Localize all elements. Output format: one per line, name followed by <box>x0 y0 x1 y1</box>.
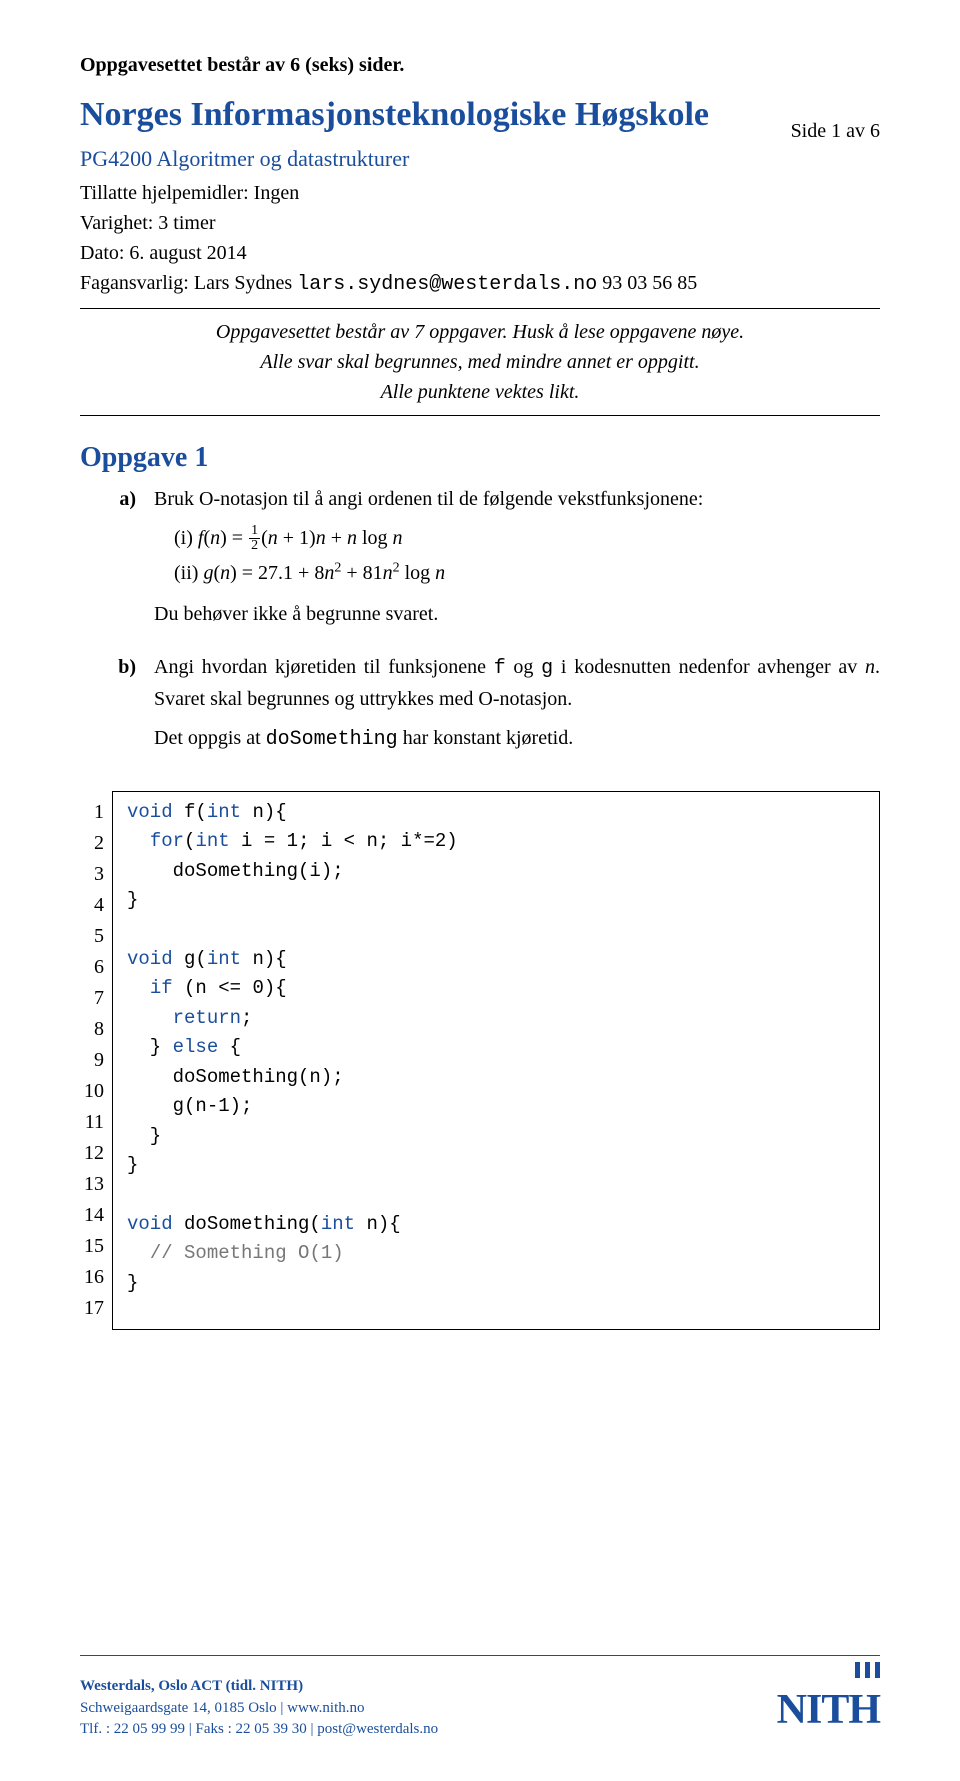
code-line: void f(int n){ <box>127 798 865 827</box>
instruction-line: Alle punktene vektes likt. <box>80 377 880 407</box>
instruction-line: Alle svar skal begrunnes, med mindre ann… <box>80 347 880 377</box>
question-a: a) Bruk O-notasjon til å angi ordenen ti… <box>80 484 880 638</box>
meta-date: Dato: 6. august 2014 <box>80 238 880 268</box>
code-line: void doSomething(int n){ <box>127 1210 865 1239</box>
text: og <box>506 656 541 678</box>
code-line <box>127 916 865 945</box>
line-number: 13 <box>84 1169 104 1200</box>
var-n: n <box>865 656 875 678</box>
footer: Westerdals, Oslo ACT (tidl. NITH) Schwei… <box>80 1655 880 1741</box>
question-body: Angi hvordan kjøretiden til funksjonene … <box>154 652 880 763</box>
meta-email: lars.sydnes@westerdals.no <box>297 273 597 296</box>
footer-text: Westerdals, Oslo ACT (tidl. NITH) Schwei… <box>80 1676 438 1741</box>
code-line: } <box>127 1269 865 1298</box>
instructions: Oppgavesettet består av 7 oppgaver. Husk… <box>80 317 880 407</box>
code-line: for(int i = 1; i < n; i*=2) <box>127 827 865 856</box>
code-line: doSomething(i); <box>127 857 865 886</box>
footer-contact: Tlf. : 22 05 99 99 | Faks : 22 05 39 30 … <box>80 1719 438 1741</box>
line-number: 14 <box>84 1200 104 1231</box>
footer-org: Westerdals, Oslo ACT (tidl. NITH) <box>80 1676 438 1698</box>
sub-i-label: (i) <box>174 527 193 549</box>
question-b-p2: Det oppgis at doSomething har konstant k… <box>154 723 880 755</box>
nith-logo: NITH <box>777 1662 880 1741</box>
line-number: 17 <box>84 1293 104 1324</box>
question-a-intro-text: Bruk O-notasjon til å angi ordenen til d… <box>154 488 703 510</box>
code-line: } <box>127 1151 865 1180</box>
line-number: 5 <box>84 921 104 952</box>
code-block: 1234567891011121314151617 void f(int n){… <box>80 791 880 1330</box>
meta-responsible: Fagansvarlig: Lars Sydnes lars.sydnes@we… <box>80 268 880 300</box>
line-number: 8 <box>84 1014 104 1045</box>
meta-aids: Tillatte hjelpemidler: Ingen <box>80 178 880 208</box>
meta-responsible-name: Fagansvarlig: Lars Sydnes <box>80 272 297 294</box>
text: i kodesnutten nedenfor avhenger av <box>553 656 865 678</box>
text: har konstant kjøretid. <box>398 727 574 749</box>
line-number: 9 <box>84 1045 104 1076</box>
divider <box>80 415 880 416</box>
line-number: 4 <box>84 890 104 921</box>
code-line: if (n <= 0){ <box>127 974 865 1003</box>
code-f: f <box>494 657 506 680</box>
line-number: 2 <box>84 828 104 859</box>
sub-ii: (ii) g(n) = 27.1 + 8n2 + 81n2 log n <box>174 558 880 589</box>
course-code: PG4200 Algoritmer og datastrukturer <box>80 146 880 172</box>
text: Angi hvordan kjøretiden til funksjonene <box>154 656 494 678</box>
logo-bars-icon <box>855 1662 880 1678</box>
line-number: 6 <box>84 952 104 983</box>
question-label: a) <box>80 484 154 638</box>
line-number: 15 <box>84 1231 104 1262</box>
instruction-line: Oppgavesettet består av 7 oppgaver. Husk… <box>80 317 880 347</box>
code-line: } else { <box>127 1033 865 1062</box>
page-number: Side 1 av 6 <box>791 120 880 143</box>
code-box: void f(int n){ for(int i = 1; i < n; i*=… <box>112 791 880 1330</box>
line-number: 1 <box>84 797 104 828</box>
code-line: } <box>127 1122 865 1151</box>
meta-duration: Varighet: 3 timer <box>80 208 880 238</box>
page-title: Norges Informasjonsteknologiske Høgskole <box>80 95 880 136</box>
page: Oppgavesettet består av 6 (seks) sider. … <box>0 0 960 1781</box>
line-number: 10 <box>84 1076 104 1107</box>
code-line: return; <box>127 1004 865 1033</box>
code-line: // Something O(1) <box>127 1239 865 1268</box>
question-a-note: Du behøver ikke å begrunne svaret. <box>154 599 880 630</box>
divider <box>80 308 880 309</box>
code-line: void g(int n){ <box>127 945 865 974</box>
sub-ii-label: (ii) <box>174 562 198 584</box>
question-b: b) Angi hvordan kjøretiden til funksjone… <box>80 652 880 763</box>
code-g: g <box>541 657 553 680</box>
code-line: doSomething(n); <box>127 1063 865 1092</box>
formula-i: f <box>198 527 204 549</box>
formula-ii: g <box>203 562 213 584</box>
code-dosomething: doSomething <box>266 728 398 751</box>
code-line: g(n-1); <box>127 1092 865 1121</box>
question-label: b) <box>80 652 154 763</box>
top-note: Oppgavesettet består av 6 (seks) sider. <box>80 54 880 77</box>
question-b-p1: Angi hvordan kjøretiden til funksjonene … <box>154 652 880 715</box>
oppgave-heading: Oppgave 1 <box>80 442 880 474</box>
meta-phone: 93 03 56 85 <box>597 272 697 294</box>
line-number: 11 <box>84 1107 104 1138</box>
question-a-intro: Bruk O-notasjon til å angi ordenen til d… <box>154 484 880 515</box>
footer-address: Schweigaardsgate 14, 0185 Oslo | www.nit… <box>80 1698 438 1720</box>
line-number: 12 <box>84 1138 104 1169</box>
line-number: 16 <box>84 1262 104 1293</box>
question-body: Bruk O-notasjon til å angi ordenen til d… <box>154 484 880 638</box>
logo-text: NITH <box>777 1687 880 1733</box>
code-line: } <box>127 886 865 915</box>
meta-block: Tillatte hjelpemidler: Ingen Varighet: 3… <box>80 178 880 300</box>
text: Det oppgis at <box>154 727 266 749</box>
code-line <box>127 1180 865 1209</box>
sub-i: (i) f(n) = 12(n + 1)n + n log n <box>174 523 880 554</box>
line-number: 3 <box>84 859 104 890</box>
line-numbers: 1234567891011121314151617 <box>80 791 112 1330</box>
line-number: 7 <box>84 983 104 1014</box>
